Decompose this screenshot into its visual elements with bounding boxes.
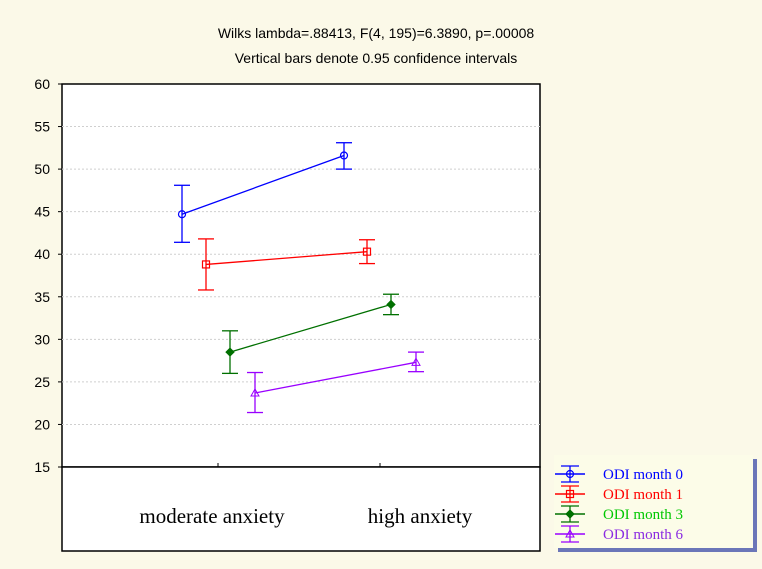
- series-1: [198, 238, 375, 291]
- legend-marker: [565, 509, 575, 519]
- legend-label: ODI month 3: [603, 507, 683, 523]
- data-point: [339, 151, 349, 160]
- y-tick-label: 30: [34, 331, 50, 347]
- y-tick-label: 20: [34, 416, 50, 432]
- category-box: [61, 466, 541, 552]
- y-tick-label: 15: [34, 459, 50, 475]
- legend-marker: [565, 469, 575, 479]
- legend-marker: [565, 528, 575, 538]
- series-3: [247, 351, 424, 414]
- y-tick-label: 45: [34, 204, 50, 220]
- legend-item-2: ODI month 3: [555, 505, 683, 523]
- chart-subtitle: Vertical bars denote 0.95 confidence int…: [235, 50, 518, 66]
- y-tick-label: 50: [34, 161, 50, 177]
- legend-item-0: ODI month 0: [555, 465, 683, 483]
- legend-marker: [565, 489, 575, 499]
- series-2: [222, 293, 399, 375]
- legend-label: ODI month 1: [603, 487, 683, 503]
- y-tick-label: 35: [34, 289, 50, 305]
- legend-item-3: ODI month 6: [555, 525, 683, 543]
- data-point: [225, 347, 235, 357]
- series-0: [174, 142, 352, 243]
- series-line: [205, 251, 368, 266]
- series-layer: [174, 142, 424, 414]
- legend-box: [554, 455, 753, 548]
- data-point: [177, 210, 187, 219]
- category-label-0: moderate anxiety: [139, 504, 285, 528]
- legend-item-1: ODI month 1: [555, 485, 683, 503]
- series-line: [229, 303, 392, 353]
- plot-area: [61, 83, 541, 468]
- chart-title: Wilks lambda=.88413, F(4, 195)=6.3890, p…: [218, 25, 535, 41]
- y-tick-label: 60: [34, 76, 50, 92]
- legend: ODI month 0 ODI month 1 ODI month 3 ODI mon…: [555, 465, 683, 543]
- category-label-1: high anxiety: [368, 504, 473, 528]
- data-point: [386, 299, 396, 310]
- data-point: [362, 247, 372, 256]
- data-point: [250, 387, 260, 397]
- y-tick-label: 40: [34, 246, 50, 262]
- data-point: [201, 260, 211, 269]
- legend-label: ODI month 0: [603, 467, 683, 483]
- series-line: [254, 361, 417, 394]
- y-tick-label: 55: [34, 119, 50, 135]
- series-line: [181, 154, 345, 215]
- y-tick-label: 25: [34, 374, 50, 390]
- y-axis: 15 20 25 30 35 40 45 50 55 60: [34, 76, 381, 475]
- data-point: [411, 357, 421, 366]
- legend-label: ODI month 6: [603, 527, 683, 543]
